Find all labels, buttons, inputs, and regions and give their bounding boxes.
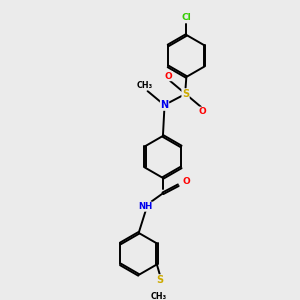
Text: N: N xyxy=(160,100,169,110)
Text: CH₃: CH₃ xyxy=(137,81,153,90)
Text: O: O xyxy=(165,72,172,81)
Text: CH₃: CH₃ xyxy=(150,292,167,300)
Text: S: S xyxy=(157,275,164,285)
Text: NH: NH xyxy=(138,202,152,211)
Text: S: S xyxy=(182,89,189,99)
Text: Cl: Cl xyxy=(182,14,191,22)
Text: O: O xyxy=(182,178,190,187)
Text: O: O xyxy=(199,107,206,116)
